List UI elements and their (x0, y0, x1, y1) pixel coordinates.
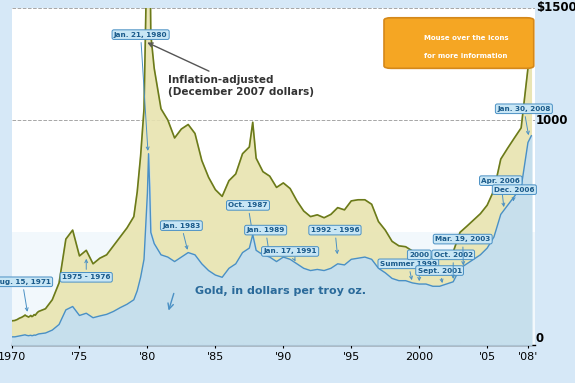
Text: 1000: 1000 (536, 113, 568, 126)
Text: Jan. 1983: Jan. 1983 (162, 223, 201, 249)
Text: Aug. 15, 1971: Aug. 15, 1971 (0, 279, 51, 311)
Text: Sept. 2001: Sept. 2001 (417, 268, 462, 282)
Text: 1975 - 1976: 1975 - 1976 (62, 260, 110, 280)
Text: Jan. 21, 1980: Jan. 21, 1980 (114, 32, 167, 150)
Text: Jan. 30, 2008: Jan. 30, 2008 (497, 106, 551, 134)
Text: Jan. 1989: Jan. 1989 (247, 227, 285, 253)
Text: Dec. 2006: Dec. 2006 (494, 187, 535, 200)
Text: Gold, in dollars per troy oz.: Gold, in dollars per troy oz. (195, 286, 366, 296)
Text: 2000: 2000 (409, 252, 429, 280)
Bar (12, 232, 535, 345)
Text: Mar. 19, 2003: Mar. 19, 2003 (435, 236, 490, 264)
Text: Inflation-adjusted
(December 2007 dollars): Inflation-adjusted (December 2007 dollar… (148, 43, 314, 97)
Text: Apr. 2006: Apr. 2006 (481, 178, 520, 206)
Text: Oct. 2002: Oct. 2002 (434, 252, 473, 278)
Text: Oct. 1987: Oct. 1987 (228, 202, 268, 231)
Text: Jan. 17, 1991: Jan. 17, 1991 (263, 249, 317, 260)
Text: 1992 - 1996: 1992 - 1996 (310, 227, 359, 253)
Text: $1500: $1500 (536, 1, 575, 14)
Text: 0: 0 (536, 332, 544, 345)
Text: Summer 1999: Summer 1999 (380, 261, 437, 279)
